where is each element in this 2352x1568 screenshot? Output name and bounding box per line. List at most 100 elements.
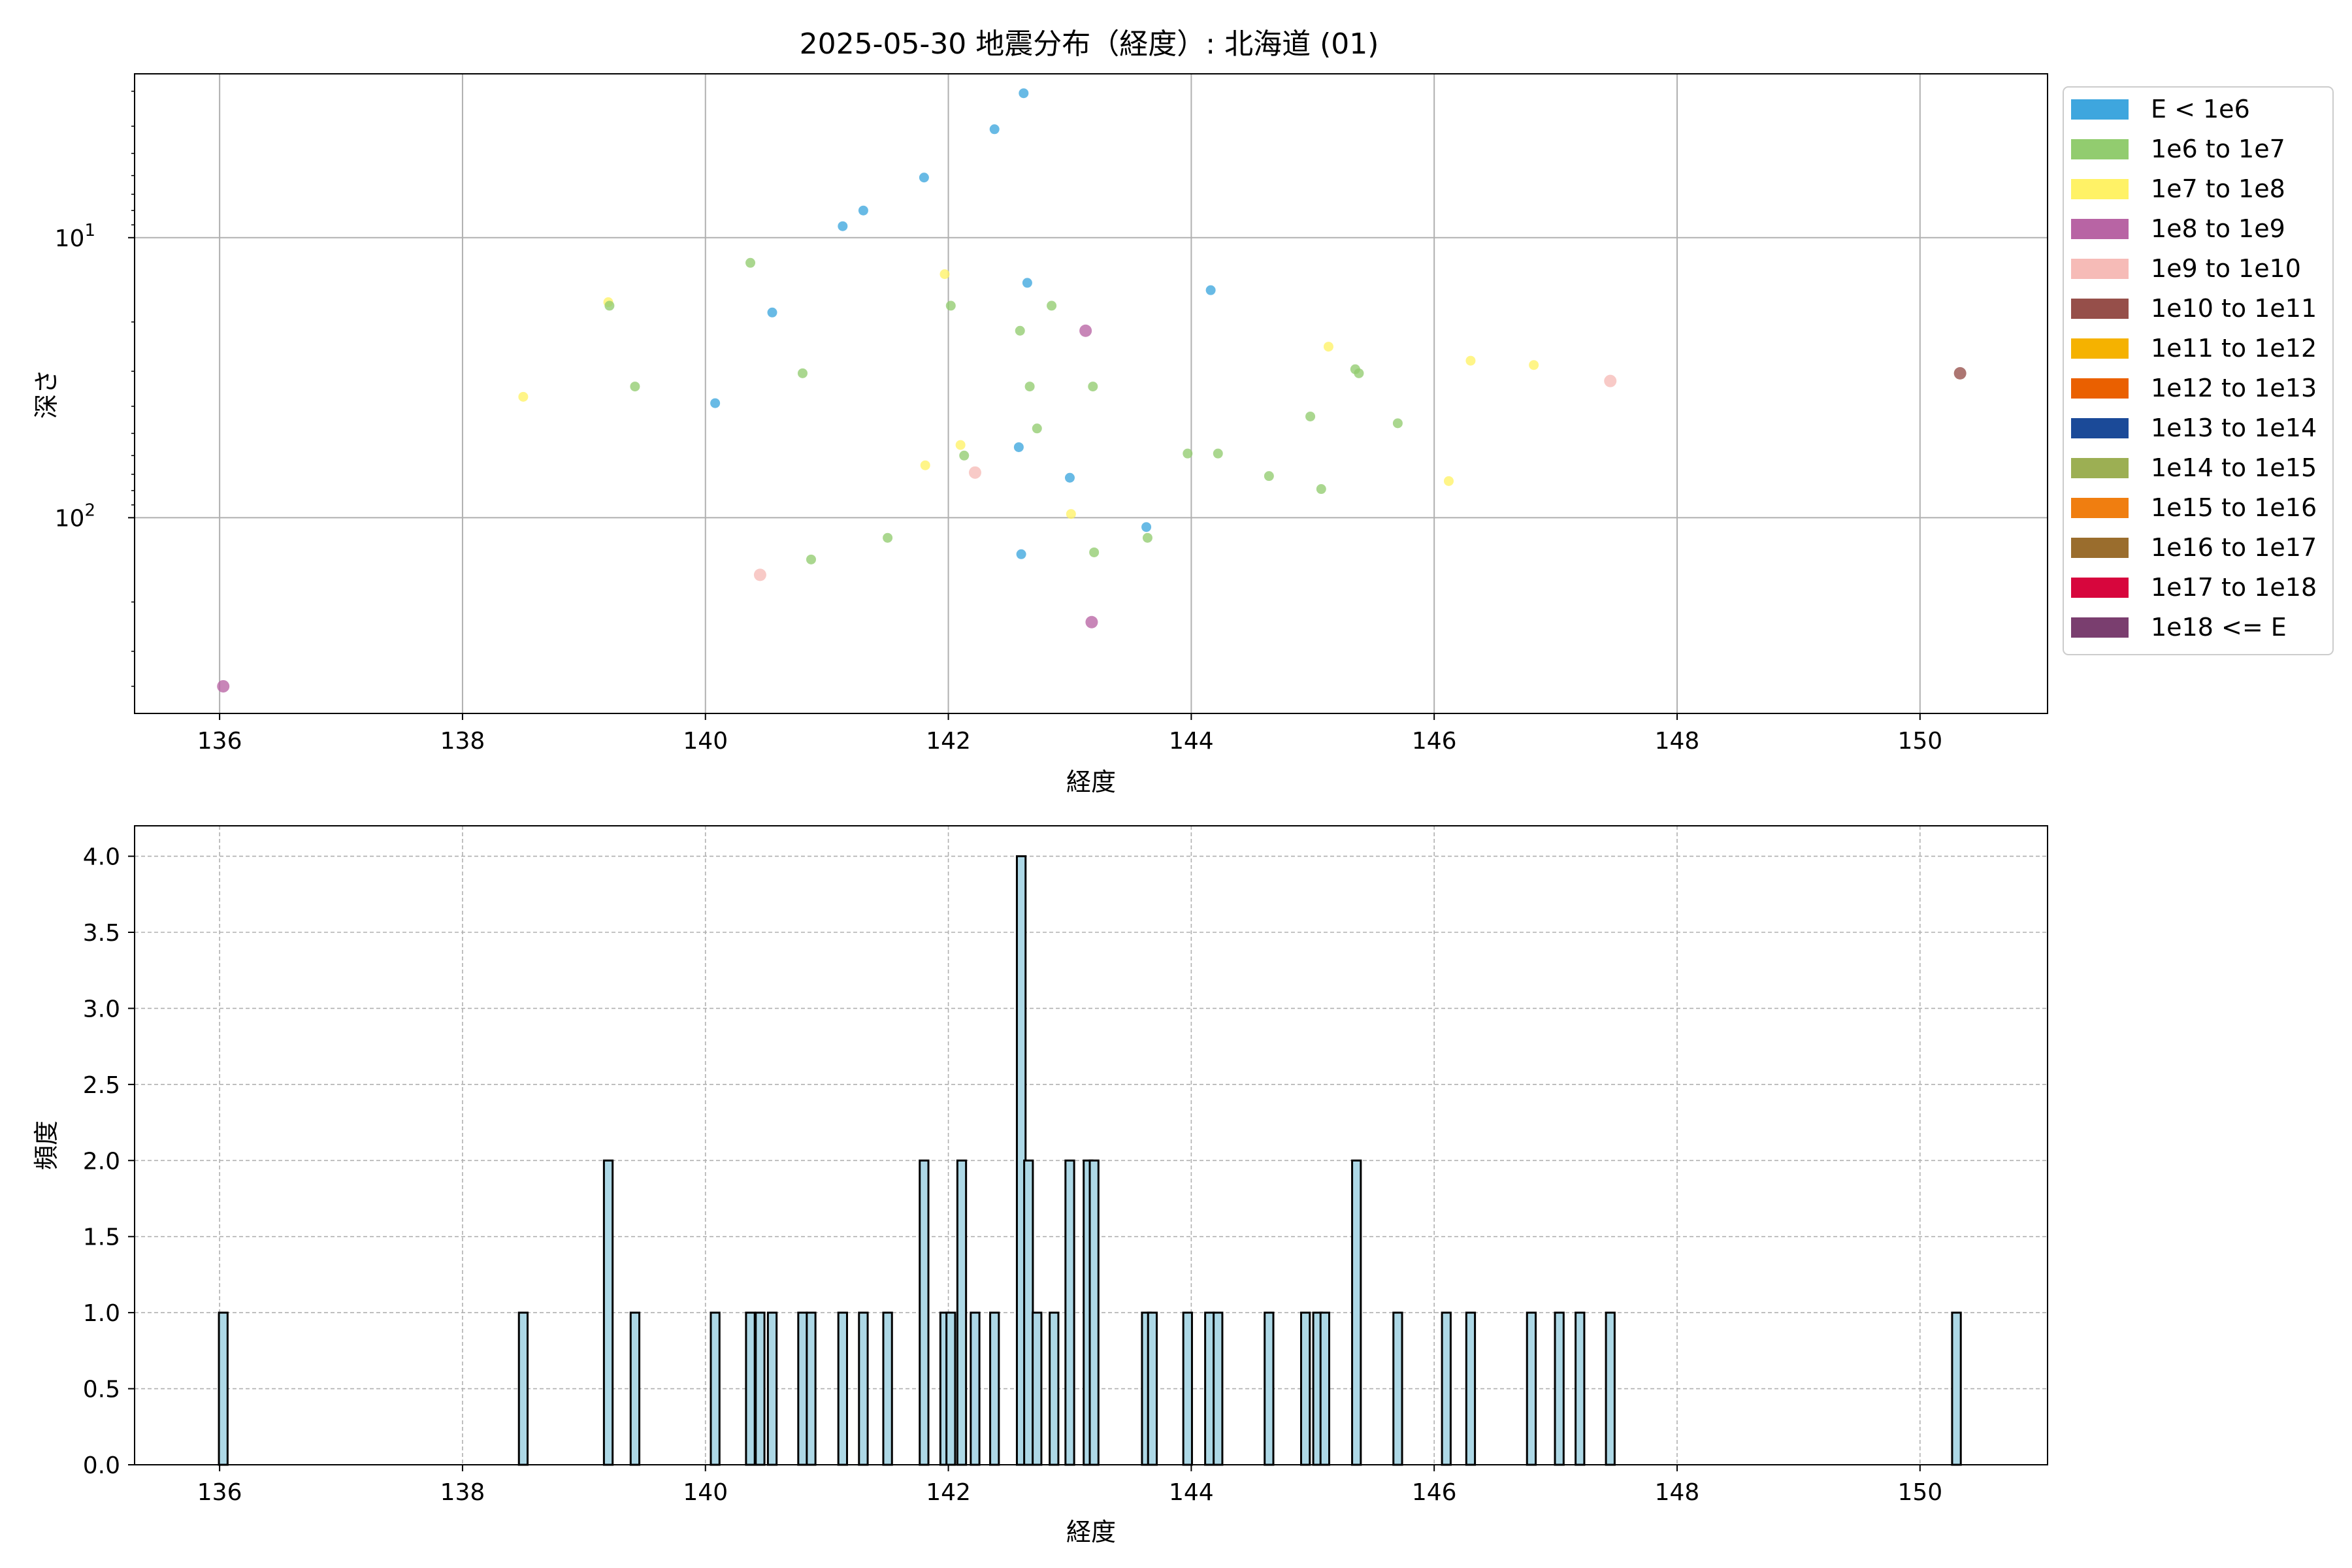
- legend-swatch: [2071, 139, 2129, 159]
- earthquake-point: [806, 554, 816, 564]
- earthquake-point: [919, 172, 929, 183]
- earthquake-point: [1016, 549, 1026, 559]
- legend-items: E < 1e6 1e6 to 1e7 1e7 to 1e8 1e8 to 1e9 1e9…: [2071, 95, 2317, 642]
- earthquake-point: [1089, 547, 1100, 557]
- earthquake-point: [1085, 615, 1098, 629]
- histogram-x-tick-label: 138: [440, 1479, 485, 1506]
- scatter-x-tick-label: 140: [683, 728, 728, 755]
- earthquake-point: [1064, 472, 1075, 483]
- earthquake-point: [1022, 278, 1032, 288]
- histogram-bar: [1299, 1311, 1311, 1466]
- histogram-bar: [1575, 1311, 1586, 1466]
- histogram-y-tick-label: 1.0: [83, 1300, 120, 1327]
- scatter-x-ticks: 136 138 140 142 144 146 148 150: [197, 713, 1942, 755]
- earthquake-point: [955, 440, 966, 450]
- earthquake-point: [1013, 442, 1024, 452]
- scatter-x-tick-label: 138: [440, 728, 485, 755]
- earthquake-point: [1024, 382, 1035, 392]
- legend-frame: [2063, 86, 2334, 655]
- histogram-bar: [629, 1311, 641, 1466]
- legend-label: 1e16 to 1e17: [2151, 533, 2317, 562]
- earthquake-point: [630, 382, 640, 392]
- earthquake-point: [883, 532, 893, 543]
- histogram-bar: [1605, 1311, 1616, 1466]
- histogram-y-tick-label: 2.0: [83, 1148, 120, 1175]
- histogram-bar: [1526, 1311, 1537, 1466]
- legend-label: 1e17 to 1e18: [2151, 573, 2317, 602]
- legend-swatch: [2071, 219, 2129, 239]
- histogram-y-tick-label: 3.5: [83, 920, 120, 947]
- earthquake-point: [1529, 360, 1539, 370]
- legend-label: 1e10 to 1e11: [2151, 294, 2317, 323]
- earthquake-point: [920, 460, 930, 470]
- histogram-x-tick-label: 146: [1412, 1479, 1457, 1506]
- histogram-bar: [766, 1311, 778, 1466]
- histogram-bar: [218, 1311, 229, 1466]
- histogram-bar: [745, 1311, 756, 1466]
- legend-label: 1e18 <= E: [2151, 613, 2287, 642]
- histogram-bar: [882, 1311, 893, 1466]
- earthquake-point: [753, 568, 766, 581]
- earthquake-point: [1183, 448, 1193, 459]
- histogram-bar: [1204, 1311, 1215, 1466]
- earthquake-point: [1213, 448, 1223, 459]
- histogram-bar: [1351, 1159, 1362, 1466]
- histogram-bar: [837, 1311, 848, 1466]
- earthquake-point: [945, 301, 956, 311]
- earthquake-point: [1392, 418, 1403, 429]
- histogram-y-axis-label: 頻度: [32, 1120, 61, 1170]
- earthquake-point: [767, 307, 777, 318]
- legend-label: 1e12 to 1e13: [2151, 374, 2317, 402]
- legend-swatch: [2071, 99, 2129, 120]
- scatter-axes-frame: [134, 73, 2048, 714]
- histogram-y-tick-label: 3.0: [83, 996, 120, 1022]
- scatter-x-tick-label: 144: [1169, 728, 1214, 755]
- scatter-gridlines: [135, 74, 2048, 713]
- histogram-bar: [970, 1311, 981, 1466]
- legend-swatch: [2071, 498, 2129, 518]
- histogram-bar: [1147, 1311, 1158, 1466]
- scatter-x-axis-label: 経度: [1066, 768, 1116, 796]
- histogram-bar: [1392, 1311, 1403, 1466]
- histogram-bar: [755, 1311, 766, 1466]
- histogram-x-tick-label: 150: [1897, 1479, 1942, 1506]
- histogram-y-tick-label: 4.0: [83, 844, 120, 871]
- legend-swatch: [2071, 578, 2129, 598]
- histogram-bar: [1441, 1311, 1452, 1466]
- scatter-points: [217, 88, 1967, 693]
- legend-swatch: [2071, 538, 2129, 558]
- legend-label: 1e7 to 1e8: [2151, 174, 2285, 203]
- earthquake-point: [1047, 301, 1057, 311]
- earthquake-point: [217, 679, 230, 693]
- histogram-bar: [1032, 1311, 1043, 1466]
- histogram-y-ticks: 0.0 0.5 1.0 1.5 2.0 2.5 3.0 3.5 4.0: [83, 844, 135, 1479]
- histogram-bar: [1088, 1159, 1100, 1466]
- scatter-y-axis-label: 深さ: [32, 369, 61, 419]
- earthquake-point: [745, 257, 756, 268]
- histogram-bar: [1182, 1311, 1193, 1466]
- legend: E < 1e6 1e6 to 1e7 1e7 to 1e8 1e8 to 1e9 1e9…: [2063, 86, 2334, 655]
- earthquake-point: [959, 450, 970, 461]
- legend-label: E < 1e6: [2151, 95, 2250, 123]
- earthquake-point: [1323, 342, 1333, 352]
- scatter-y-tick-exponent: 1: [84, 221, 95, 240]
- earthquake-point: [989, 124, 1000, 135]
- earthquake-point: [1141, 522, 1152, 532]
- earthquake-point: [939, 269, 950, 280]
- scatter-x-tick-label: 148: [1655, 728, 1700, 755]
- earthquake-point: [1088, 382, 1098, 392]
- legend-swatch: [2071, 418, 2129, 438]
- histogram-bar: [956, 1159, 968, 1466]
- legend-swatch: [2071, 378, 2129, 399]
- scatter-y-tick-exponent: 2: [84, 500, 95, 520]
- figure-title: 2025-05-30 地震分布（経度）: 北海道 (01): [800, 27, 1379, 61]
- earthquake-point: [518, 391, 529, 402]
- histogram-bar: [710, 1311, 721, 1466]
- histogram-bar: [858, 1311, 869, 1466]
- histogram-bar: [1023, 1159, 1034, 1466]
- earthquake-point: [1465, 355, 1476, 366]
- earthquake-point: [1264, 471, 1274, 482]
- earthquake-point: [1142, 532, 1152, 543]
- earthquake-point: [1953, 367, 1967, 380]
